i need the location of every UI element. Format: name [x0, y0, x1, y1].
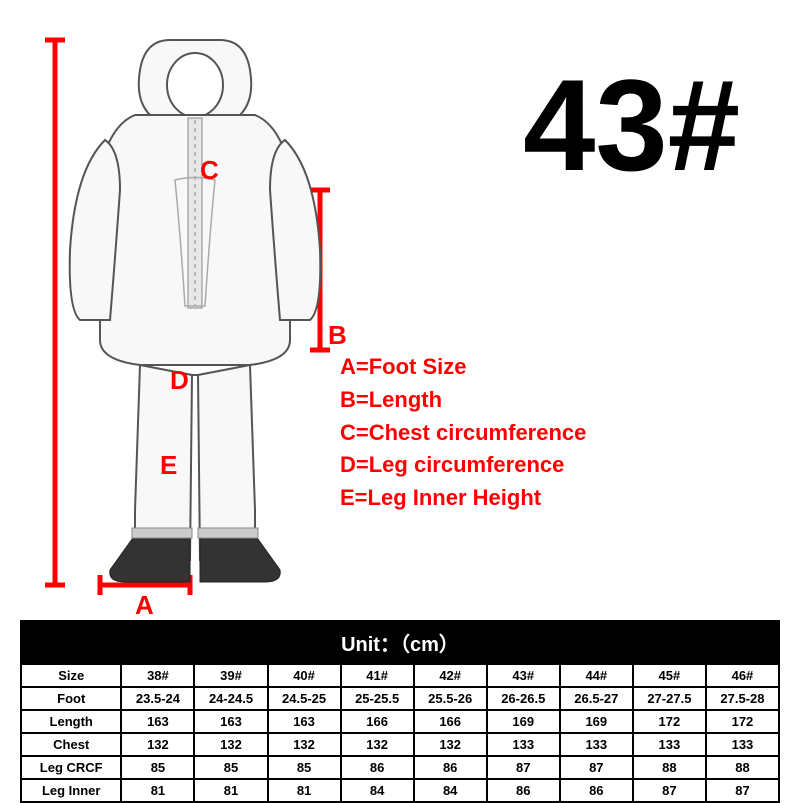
- cell: 23.5-24: [121, 687, 194, 710]
- cell: 27.5-28: [706, 687, 779, 710]
- label-a: A: [135, 590, 154, 621]
- size-number: 43#: [523, 50, 740, 200]
- table-row: Leg Inner 81 81 81 84 84 86 86 87 87: [21, 779, 779, 802]
- legend-c: C=Chest circumference: [340, 418, 586, 449]
- cell: 88: [633, 756, 706, 779]
- label-e: E: [160, 450, 177, 481]
- cell: 86: [487, 779, 560, 802]
- cell: 132: [121, 733, 194, 756]
- cell: 163: [121, 710, 194, 733]
- cell: 24.5-25: [268, 687, 341, 710]
- cell: 85: [268, 756, 341, 779]
- cell: 132: [341, 733, 414, 756]
- legend-a: A=Foot Size: [340, 352, 586, 383]
- col-header: 40#: [268, 664, 341, 687]
- cell: 132: [194, 733, 267, 756]
- cell: 166: [341, 710, 414, 733]
- cell: 133: [560, 733, 633, 756]
- row-label: Foot: [21, 687, 121, 710]
- legend-e: E=Leg Inner Height: [340, 483, 586, 514]
- cell: 86: [341, 756, 414, 779]
- cell: 84: [341, 779, 414, 802]
- cell: 81: [194, 779, 267, 802]
- row-label: Leg CRCF: [21, 756, 121, 779]
- cell: 87: [560, 756, 633, 779]
- cell: 27-27.5: [633, 687, 706, 710]
- cell: 163: [268, 710, 341, 733]
- table-header-row: Size 38# 39# 40# 41# 42# 43# 44# 45# 46#: [21, 664, 779, 687]
- cell: 24-24.5: [194, 687, 267, 710]
- cell: 133: [706, 733, 779, 756]
- legend-d: D=Leg circumference: [340, 450, 586, 481]
- cell: 166: [414, 710, 487, 733]
- col-header: 41#: [341, 664, 414, 687]
- cell: 26-26.5: [487, 687, 560, 710]
- col-header: 44#: [560, 664, 633, 687]
- measurement-diagram: C B D E A: [40, 30, 360, 610]
- col-header: 46#: [706, 664, 779, 687]
- label-b: B: [328, 320, 347, 351]
- col-header: 38#: [121, 664, 194, 687]
- cell: 81: [268, 779, 341, 802]
- suit-figure-svg: [40, 30, 360, 610]
- row-label: Leg Inner: [21, 779, 121, 802]
- cell: 85: [121, 756, 194, 779]
- legend-b: B=Length: [340, 385, 586, 416]
- table-row: Length 163 163 163 166 166 169 169 172 1…: [21, 710, 779, 733]
- cell: 81: [121, 779, 194, 802]
- cell: 25.5-26: [414, 687, 487, 710]
- cell: 85: [194, 756, 267, 779]
- legend: A=Foot Size B=Length C=Chest circumferen…: [340, 350, 586, 516]
- size-table: Unit：（cm） Size 38# 39# 40# 41# 42# 43# 4…: [20, 620, 780, 803]
- cell: 132: [268, 733, 341, 756]
- table-row: Chest 132 132 132 132 132 133 133 133 13…: [21, 733, 779, 756]
- row-label: Length: [21, 710, 121, 733]
- cell: 133: [487, 733, 560, 756]
- cell: 133: [633, 733, 706, 756]
- cell: 25-25.5: [341, 687, 414, 710]
- cell: 86: [414, 756, 487, 779]
- cell: 163: [194, 710, 267, 733]
- cell: 87: [487, 756, 560, 779]
- table-row: Leg CRCF 85 85 85 86 86 87 87 88 88: [21, 756, 779, 779]
- label-d: D: [170, 365, 189, 396]
- cell: 169: [487, 710, 560, 733]
- col-header: 39#: [194, 664, 267, 687]
- cell: 26.5-27: [560, 687, 633, 710]
- col-header: Size: [21, 664, 121, 687]
- cell: 87: [633, 779, 706, 802]
- size-table-wrapper: Unit：（cm） Size 38# 39# 40# 41# 42# 43# 4…: [20, 620, 780, 803]
- unit-header: Unit：（cm）: [21, 621, 779, 664]
- cell: 84: [414, 779, 487, 802]
- cell: 172: [706, 710, 779, 733]
- cell: 86: [560, 779, 633, 802]
- col-header: 42#: [414, 664, 487, 687]
- cell: 88: [706, 756, 779, 779]
- cell: 87: [706, 779, 779, 802]
- row-label: Chest: [21, 733, 121, 756]
- col-header: 43#: [487, 664, 560, 687]
- cell: 169: [560, 710, 633, 733]
- col-header: 45#: [633, 664, 706, 687]
- cell: 132: [414, 733, 487, 756]
- table-row: Foot 23.5-24 24-24.5 24.5-25 25-25.5 25.…: [21, 687, 779, 710]
- cell: 172: [633, 710, 706, 733]
- label-c: C: [200, 155, 219, 186]
